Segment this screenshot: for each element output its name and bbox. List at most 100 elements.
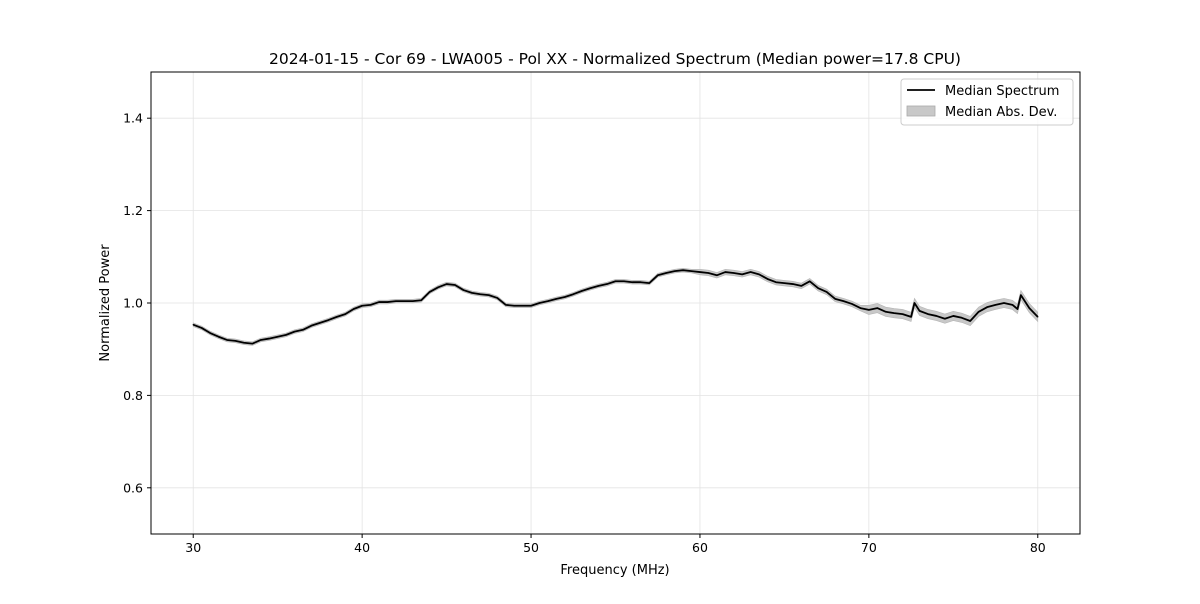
y-tick-label: 1.0 bbox=[123, 296, 143, 311]
median-spectrum-point bbox=[260, 339, 262, 341]
median-spectrum-point bbox=[201, 327, 203, 329]
x-tick-label: 70 bbox=[861, 540, 877, 555]
median-spectrum-point bbox=[902, 313, 904, 315]
median-spectrum-point bbox=[192, 324, 194, 326]
median-line-group bbox=[192, 269, 1039, 345]
median-spectrum-point bbox=[344, 313, 346, 315]
median-spectrum-point bbox=[834, 298, 836, 300]
median-spectrum-point bbox=[758, 273, 760, 275]
median-spectrum-point bbox=[961, 317, 963, 319]
median-spectrum-point bbox=[243, 342, 245, 344]
median-spectrum-point bbox=[369, 304, 372, 306]
median-spectrum-point bbox=[209, 332, 211, 334]
median-spectrum-point bbox=[530, 305, 532, 307]
median-spectrum-point bbox=[1028, 307, 1030, 309]
median-spectrum-point bbox=[724, 271, 726, 273]
median-spectrum-point bbox=[572, 293, 574, 295]
median-spectrum-point bbox=[1037, 316, 1039, 318]
median-spectrum-point bbox=[293, 331, 296, 333]
x-tick-label: 60 bbox=[692, 540, 708, 555]
legend-label-median-spectrum: Median Spectrum bbox=[945, 84, 1059, 99]
y-tick-label: 0.8 bbox=[123, 388, 143, 403]
median-spectrum-point bbox=[488, 294, 490, 296]
median-spectrum-point bbox=[445, 283, 448, 285]
chart-title: 2024-01-15 - Cor 69 - LWA005 - Pol XX - … bbox=[269, 50, 961, 68]
legend-label-mad: Median Abs. Dev. bbox=[945, 105, 1057, 120]
median-spectrum-point bbox=[775, 281, 777, 283]
median-spectrum-point bbox=[386, 301, 389, 303]
y-axis-label: Normalized Power bbox=[98, 244, 113, 362]
median-spectrum-point bbox=[285, 334, 287, 336]
median-spectrum-point bbox=[809, 280, 811, 282]
median-spectrum-point bbox=[277, 336, 279, 338]
median-spectrum-point bbox=[420, 299, 422, 301]
median-spectrum-point bbox=[522, 305, 524, 307]
median-spectrum-point bbox=[1003, 302, 1005, 304]
median-spectrum-point bbox=[648, 282, 650, 284]
median-spectrum-point bbox=[750, 271, 752, 273]
median-spectrum-point bbox=[741, 273, 743, 275]
median-spectrum-point bbox=[640, 281, 642, 283]
median-spectrum-point bbox=[606, 283, 608, 285]
median-spectrum-point bbox=[268, 337, 270, 340]
median-spectrum-point bbox=[918, 310, 921, 312]
median-spectrum-point bbox=[319, 322, 321, 324]
y-tick-label: 1.2 bbox=[123, 203, 143, 218]
median-spectrum-point bbox=[716, 274, 718, 276]
median-spectrum-point bbox=[395, 300, 397, 302]
median-spectrum-point bbox=[699, 271, 701, 273]
median-spectrum-point bbox=[851, 303, 853, 305]
median-spectrum-point bbox=[496, 297, 498, 299]
mad-band-group bbox=[192, 268, 1039, 346]
median-spectrum-point bbox=[631, 281, 633, 283]
median-spectrum-point bbox=[429, 291, 431, 293]
x-tick-label: 40 bbox=[354, 540, 370, 555]
median-spectrum-point bbox=[234, 340, 237, 342]
legend: Median Spectrum Median Abs. Dev. bbox=[900, 78, 1074, 126]
median-spectrum-point bbox=[783, 282, 786, 284]
median-spectrum-point bbox=[766, 278, 769, 280]
median-spectrum-point bbox=[302, 329, 304, 331]
median-spectrum-point bbox=[251, 343, 253, 345]
median-spectrum-point bbox=[969, 320, 971, 322]
median-spectrum-point bbox=[893, 312, 895, 314]
median-spectrum-point bbox=[885, 311, 887, 313]
median-spectrum-point bbox=[589, 287, 591, 289]
median-spectrum-point bbox=[994, 304, 997, 306]
median-spectrum-point bbox=[876, 307, 878, 309]
median-spectrum-point bbox=[623, 280, 625, 282]
median-spectrum-point bbox=[868, 309, 870, 311]
median-spectrum-point bbox=[547, 300, 549, 302]
median-spectrum-point bbox=[690, 270, 693, 272]
median-spectrum-point bbox=[538, 302, 541, 304]
median-spectrum-point bbox=[733, 272, 735, 274]
median-spectrum-point bbox=[1020, 294, 1022, 296]
median-spectrum-point bbox=[944, 318, 946, 320]
y-tick-label: 1.4 bbox=[123, 111, 143, 126]
median-spectrum-point bbox=[952, 315, 954, 317]
median-spectrum-point bbox=[581, 290, 583, 292]
y-tick-label: 0.6 bbox=[123, 480, 143, 495]
median-spectrum-point bbox=[471, 292, 473, 294]
median-spectrum-point bbox=[598, 285, 600, 287]
median-spectrum-point bbox=[674, 270, 676, 272]
x-axis-label: Frequency (MHz) bbox=[560, 563, 669, 578]
mad-band bbox=[192, 268, 1039, 346]
median-spectrum-point bbox=[403, 300, 405, 302]
median-spectrum-point bbox=[1011, 304, 1014, 306]
median-spectrum-point bbox=[437, 286, 439, 288]
median-spectrum-point bbox=[1016, 308, 1019, 310]
x-axis: 30 40 50 60 70 80 bbox=[185, 534, 1046, 555]
legend-box bbox=[900, 78, 1074, 126]
median-spectrum-point bbox=[665, 272, 667, 274]
median-spectrum-point bbox=[800, 285, 802, 287]
median-spectrum-point bbox=[910, 316, 912, 318]
median-spectrum-point bbox=[226, 339, 228, 341]
median-spectrum-point bbox=[682, 269, 684, 271]
median-spectrum-point bbox=[336, 316, 338, 318]
x-tick-label: 80 bbox=[1030, 540, 1046, 555]
median-spectrum-point bbox=[479, 293, 481, 295]
median-spectrum-point bbox=[978, 311, 980, 313]
median-spectrum-point bbox=[707, 272, 710, 274]
median-spectrum-point bbox=[327, 319, 329, 321]
